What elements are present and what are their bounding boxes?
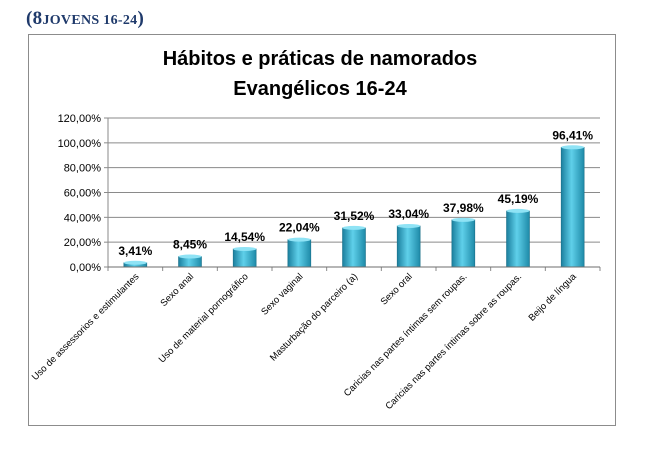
- y-tick-label: 0,00%: [70, 262, 101, 274]
- category-label: Sexo vaginal: [259, 271, 305, 317]
- bar-cap: [178, 254, 202, 259]
- chart-title-line-2: Evangélicos 16-24: [233, 78, 407, 100]
- bar: [506, 210, 530, 268]
- bar-cap: [287, 237, 311, 242]
- bar: [342, 227, 366, 268]
- y-tick-label: 60,00%: [64, 188, 102, 200]
- category-label: Uso de assessorios e estimulantes: [30, 271, 142, 383]
- data-labels: 3,41% 8,45% 14,54% 22,04% 31,52% 33,04% 37,98%…: [118, 128, 593, 257]
- y-tick-label: 80,00%: [64, 163, 102, 175]
- category-label: Uso de material pornográfico: [157, 271, 251, 365]
- bar: [451, 219, 476, 268]
- data-label: 45,19%: [498, 192, 539, 206]
- section-heading: (8JOVENS 16-24): [26, 8, 144, 30]
- data-label: 3,41%: [118, 244, 152, 258]
- category-label: Sexo anal: [158, 271, 196, 309]
- y-tick-label: 120,00%: [58, 113, 102, 125]
- y-axis: 0,00% 20,00% 40,00% 60,00% 80,00% 100,00% 120,…: [58, 113, 109, 274]
- category-label: Masturbação do parceiro (a): [268, 271, 360, 363]
- bar-cap: [233, 246, 257, 251]
- category-label: Sexo oral: [379, 271, 415, 307]
- data-label: 33,04%: [388, 207, 429, 221]
- y-tick-label: 40,00%: [64, 212, 102, 224]
- bar: [560, 146, 585, 268]
- data-label: 8,45%: [173, 238, 207, 252]
- heading-text: JOVENS 16-24: [42, 13, 138, 28]
- bar: [232, 248, 257, 268]
- chart-title-line-1: Hábitos e práticas de namorados: [163, 48, 478, 70]
- bar-cap: [123, 260, 147, 265]
- heading-open: (8: [26, 8, 43, 29]
- data-label: 37,98%: [443, 201, 484, 215]
- bar-cap: [506, 208, 530, 213]
- bar-cap: [397, 223, 421, 228]
- data-label: 14,54%: [224, 230, 265, 244]
- bar-cap: [342, 225, 366, 230]
- y-tick-label: 20,00%: [64, 237, 102, 249]
- bar: [396, 225, 421, 268]
- bar-cap: [561, 145, 585, 150]
- category-label: Caricias nas partes íntimas sem roupas.: [342, 271, 470, 399]
- data-label: 22,04%: [279, 221, 320, 235]
- x-axis: Uso de assessorios e estimulantes Sexo an…: [30, 266, 601, 412]
- y-tick-label: 100,00%: [58, 138, 102, 150]
- data-label: 31,52%: [334, 209, 375, 223]
- bar-cap: [451, 217, 475, 222]
- data-label: 96,41%: [552, 128, 593, 142]
- category-label: Beijo de língua: [527, 271, 580, 324]
- heading-close: ): [137, 8, 145, 29]
- bar: [287, 239, 312, 268]
- bars: [123, 145, 585, 268]
